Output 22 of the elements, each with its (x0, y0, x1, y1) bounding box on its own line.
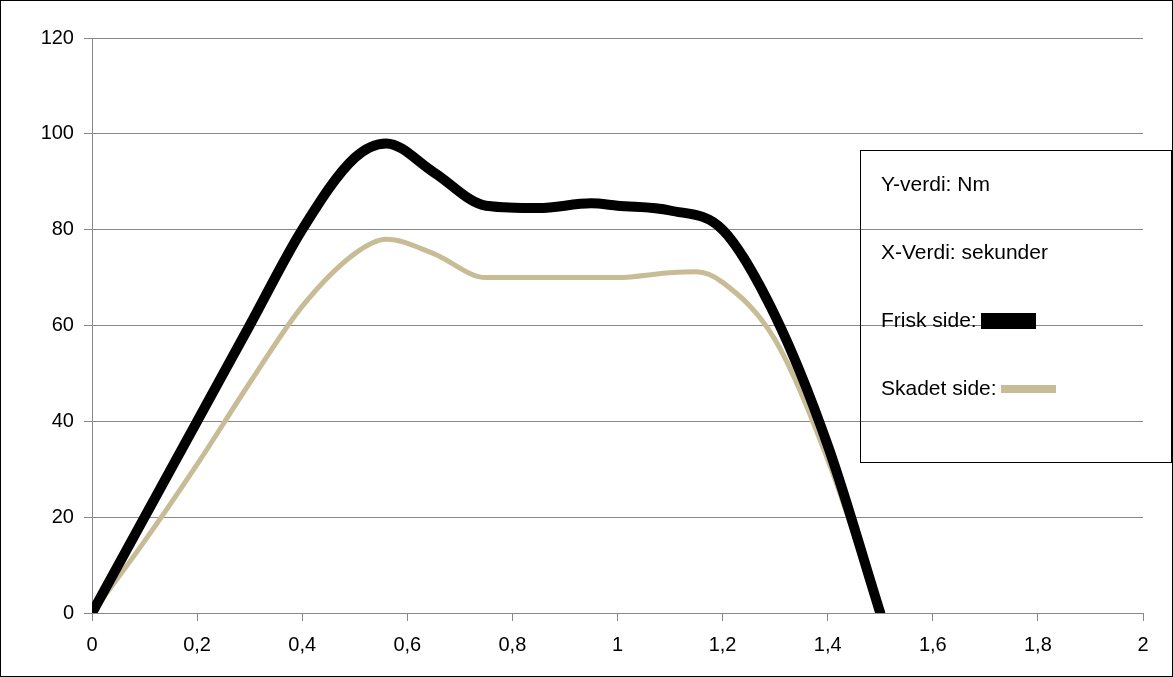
annotation: Y-verdi: Nm (881, 171, 991, 197)
x-tick-label: 1 (611, 632, 624, 655)
y-tick-label: 40 (51, 408, 74, 431)
legend-label: Frisk side: (881, 307, 978, 333)
x-tick-label: 0,4 (288, 632, 317, 655)
x-tick-label: 0,8 (498, 632, 527, 655)
x-tick-label: 1,8 (1023, 632, 1052, 655)
y-tick-label: 100 (40, 121, 74, 144)
legend-label: Skadet side: (881, 375, 998, 401)
annotation: X-Verdi: sekunder (881, 239, 1049, 265)
x-tick-label: 1,2 (708, 632, 737, 655)
x-tick-label: 0 (86, 632, 98, 655)
y-tick-label: 80 (51, 217, 74, 240)
x-tick-label: 1,6 (918, 632, 947, 655)
y-tick-label: 20 (51, 504, 74, 527)
x-tick-label: 1,4 (813, 632, 842, 655)
x-tick-label: 0,6 (393, 632, 422, 655)
y-tick-label: 0 (62, 600, 74, 623)
y-tick-label: 60 (51, 313, 74, 336)
x-tick-label: 2 (1137, 632, 1149, 655)
y-tick-label: 120 (40, 25, 74, 48)
x-tick-label: 0,2 (183, 632, 212, 655)
